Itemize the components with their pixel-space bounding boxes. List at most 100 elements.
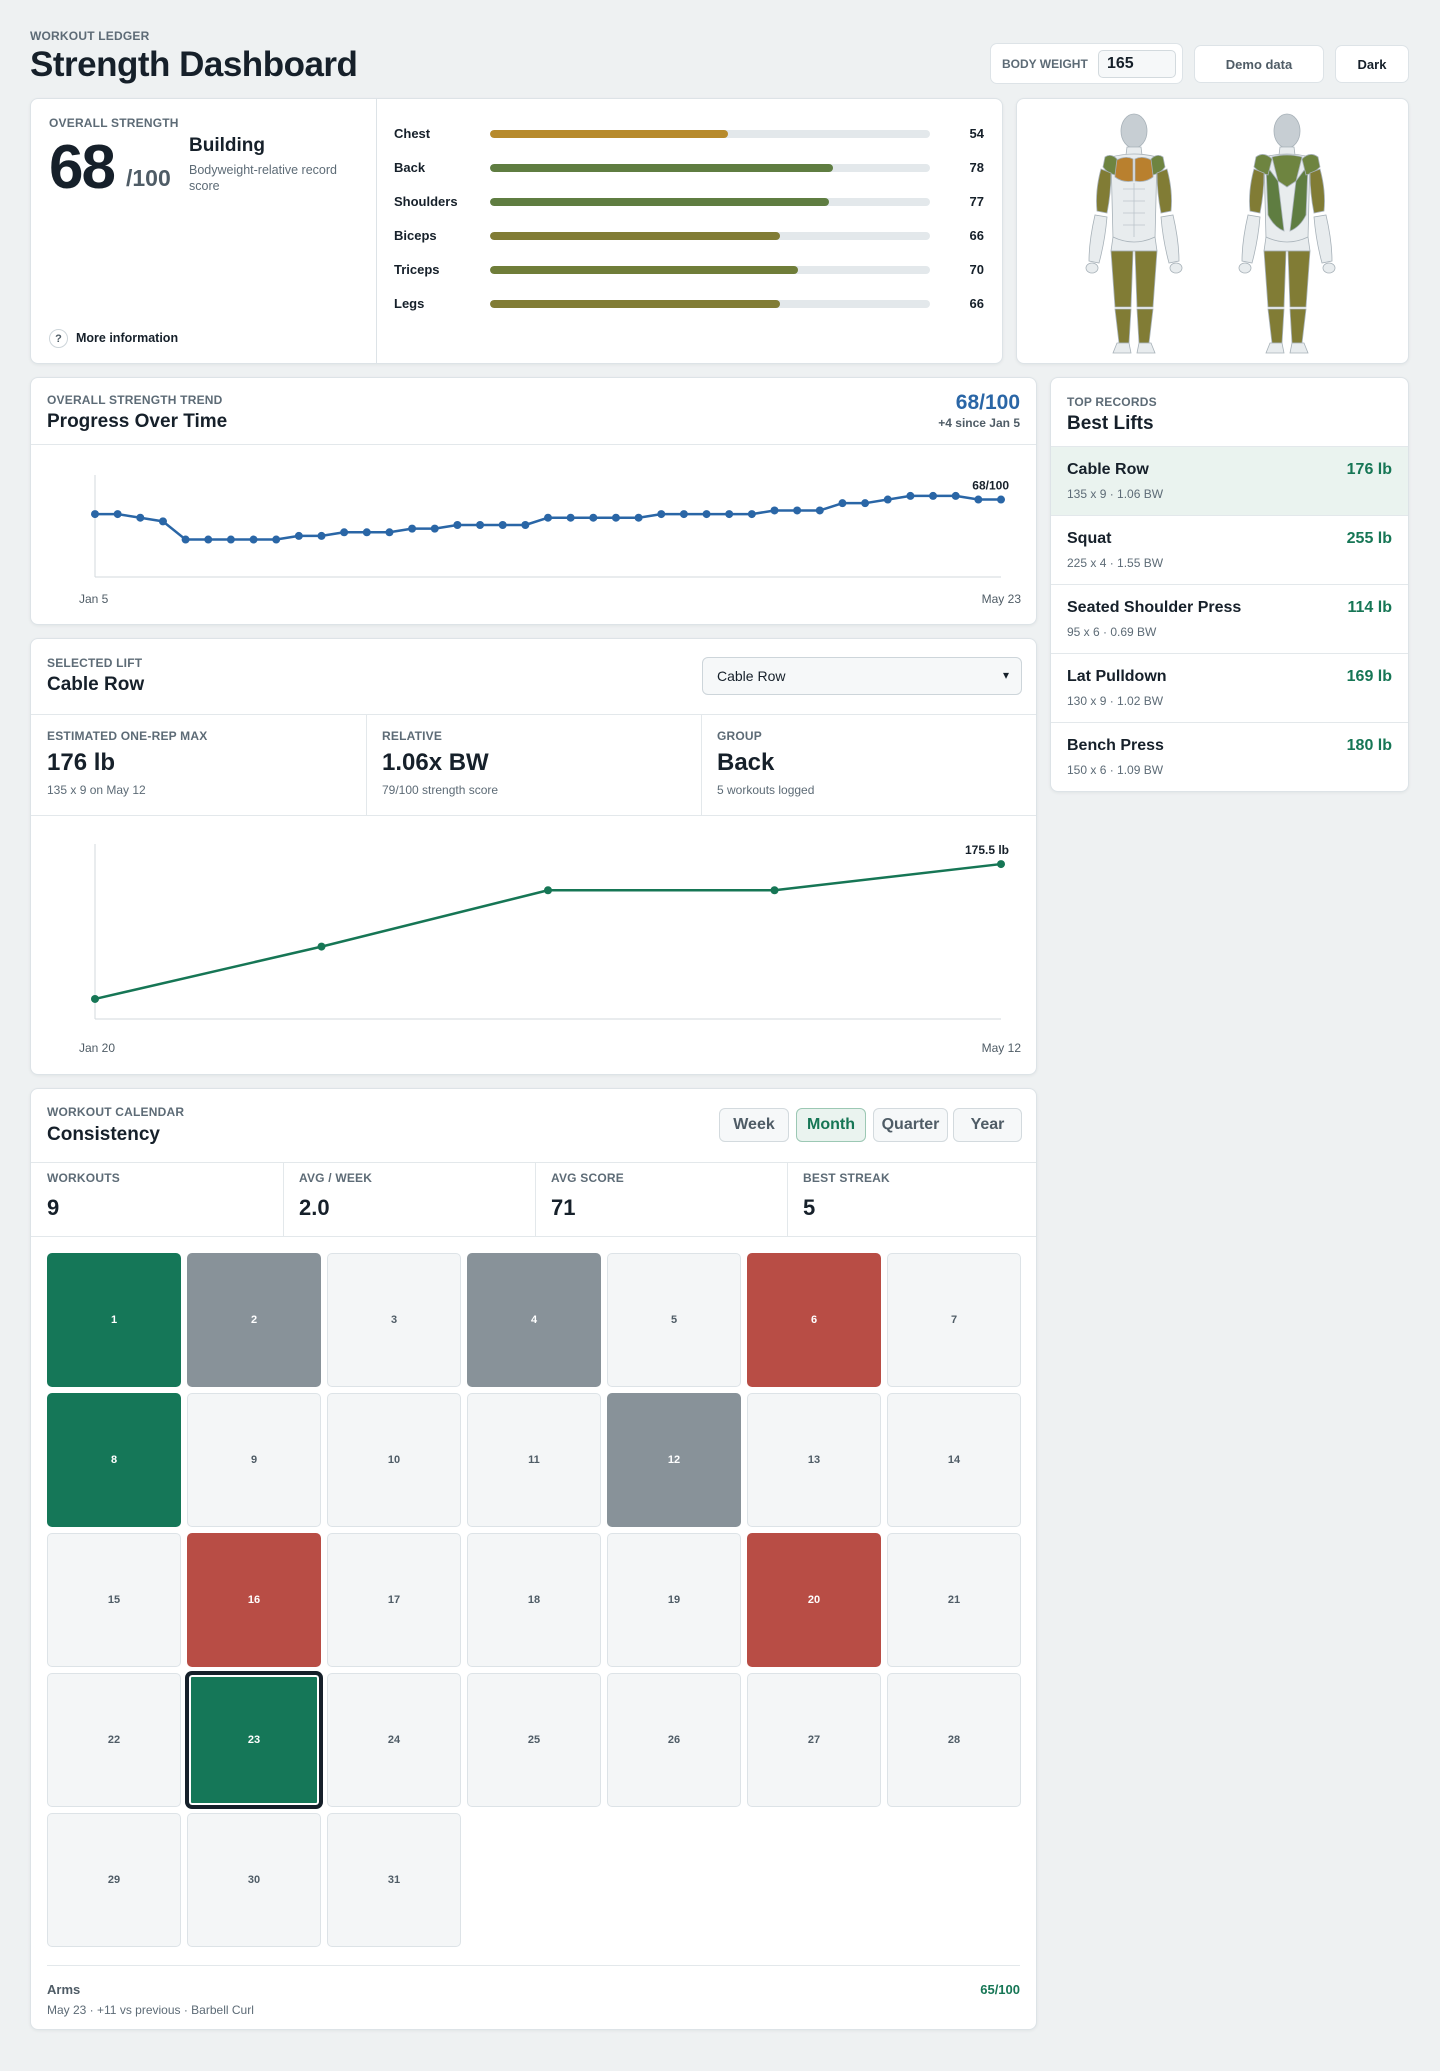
calendar-day[interactable]: 10 xyxy=(327,1393,461,1527)
calendar-day[interactable]: 27 xyxy=(747,1673,881,1807)
trend-point xyxy=(951,491,960,500)
record-row[interactable]: Bench Press 150 x 6 · 1.09 BW 180 lb xyxy=(1051,722,1408,791)
record-detail: 225 x 4 · 1.55 BW xyxy=(1067,556,1164,570)
left-upper-arm-shape xyxy=(1249,168,1265,214)
record-row[interactable]: Cable Row 135 x 9 · 1.06 BW 176 lb xyxy=(1051,446,1408,515)
calendar-day[interactable]: 17 xyxy=(327,1533,461,1667)
lift-point xyxy=(997,860,1005,869)
calendar-stat-value: 2.0 xyxy=(299,1195,330,1220)
muscle-row: Triceps 70 xyxy=(394,260,984,280)
right-upper-arm-shape xyxy=(1309,168,1325,214)
muscle-name: Chest xyxy=(394,126,431,141)
record-detail: 95 x 6 · 0.69 BW xyxy=(1067,625,1157,639)
calendar-day[interactable]: 13 xyxy=(747,1393,881,1527)
left-thigh-shape xyxy=(1110,250,1134,308)
calendar-day[interactable]: 8 xyxy=(47,1393,181,1527)
record-row[interactable]: Squat 225 x 4 · 1.55 BW 255 lb xyxy=(1051,515,1408,584)
tab-week[interactable]: Week xyxy=(719,1108,789,1142)
calendar-day[interactable]: 29 xyxy=(47,1813,181,1947)
calendar-day[interactable]: 4 xyxy=(467,1253,601,1387)
lift-stat-value: 176 lb xyxy=(47,749,116,776)
muscle-bar-fill xyxy=(490,232,781,240)
calendar-day[interactable]: 15 xyxy=(47,1533,181,1667)
muscle-bar-track xyxy=(490,130,930,138)
selected-day-detail: May 23 · +11 vs previous · Barbell Curl xyxy=(47,2003,254,2017)
lift-point xyxy=(91,994,99,1003)
right-forearm-shape xyxy=(1313,214,1333,264)
right-forearm-shape xyxy=(1160,214,1180,264)
calendar-day[interactable]: 21 xyxy=(887,1533,1021,1667)
calendar-day[interactable]: 28 xyxy=(887,1673,1021,1807)
calendar-day[interactable]: 30 xyxy=(187,1813,321,1947)
calendar-day[interactable]: 11 xyxy=(467,1393,601,1527)
divider xyxy=(31,1162,1036,1163)
top-records-card: TOP RECORDS Best Lifts Cable Row 135 x 9 … xyxy=(1050,377,1409,792)
divider xyxy=(283,1163,284,1236)
record-row[interactable]: Seated Shoulder Press 95 x 6 · 0.69 BW 114… xyxy=(1051,584,1408,653)
calendar-day[interactable]: 7 xyxy=(887,1253,1021,1387)
lift-line xyxy=(94,862,1002,1001)
right-chest-shape xyxy=(1134,157,1154,182)
calendar-day[interactable]: 3 xyxy=(327,1253,461,1387)
lift-select-value: Cable Row xyxy=(717,668,786,684)
muscle-row: Biceps 66 xyxy=(394,226,984,246)
calendar-day[interactable]: 14 xyxy=(887,1393,1021,1527)
body-weight-input[interactable]: 165 xyxy=(1098,50,1176,78)
muscle-row: Shoulders 77 xyxy=(394,192,984,212)
trend-title: Progress Over Time xyxy=(47,411,228,432)
lift-select[interactable]: Cable Row ▾ xyxy=(702,657,1022,695)
calendar-day[interactable]: 6 xyxy=(747,1253,881,1387)
demo-data-button[interactable]: Demo data xyxy=(1194,45,1324,83)
trend-point xyxy=(883,495,892,504)
calendar-day[interactable]: 9 xyxy=(187,1393,321,1527)
calendar-day[interactable]: 22 xyxy=(47,1673,181,1807)
dark-mode-button[interactable]: Dark xyxy=(1335,45,1409,83)
trend-point xyxy=(793,506,802,515)
trend-point xyxy=(679,510,688,519)
record-row[interactable]: Lat Pulldown 130 x 9 · 1.02 BW 169 lb xyxy=(1051,653,1408,722)
tab-quarter[interactable]: Quarter xyxy=(873,1108,948,1142)
right-rear-delt-shape xyxy=(1301,154,1321,176)
record-lift-name: Squat xyxy=(1067,530,1112,547)
divider xyxy=(535,1163,536,1236)
calendar-day[interactable]: 19 xyxy=(607,1533,741,1667)
trend-point xyxy=(974,495,983,504)
calendar-day[interactable]: 25 xyxy=(467,1673,601,1807)
calendar-day[interactable]: 20 xyxy=(747,1533,881,1667)
calendar-day[interactable]: 26 xyxy=(607,1673,741,1807)
right-hand-shape xyxy=(1169,262,1183,274)
trend-delta: +4 since Jan 5 xyxy=(938,416,1020,430)
overall-strength-eyebrow: OVERALL STRENGTH xyxy=(49,116,179,130)
tab-month[interactable]: Month xyxy=(796,1108,866,1142)
record-detail: 150 x 6 · 1.09 BW xyxy=(1067,763,1164,777)
trend-point xyxy=(747,510,756,519)
calendar-stat: AVG SCORE 71 xyxy=(551,1171,624,1221)
help-icon[interactable]: ? xyxy=(49,329,68,348)
record-detail: 130 x 9 · 1.02 BW xyxy=(1067,694,1164,708)
calendar-day[interactable]: 31 xyxy=(327,1813,461,1947)
divider xyxy=(31,714,1036,715)
calendar-day[interactable]: 24 xyxy=(327,1673,461,1807)
calendar-day[interactable]: 2 xyxy=(187,1253,321,1387)
calendar-day[interactable]: 23 xyxy=(187,1673,321,1807)
calendar-day[interactable]: 5 xyxy=(607,1253,741,1387)
left-hand-shape xyxy=(1238,262,1252,274)
trend-point xyxy=(861,499,870,508)
muscle-score: 66 xyxy=(969,296,984,311)
x-start-label: Jan 5 xyxy=(79,592,109,606)
more-information-link[interactable]: More information xyxy=(76,331,179,345)
trend-point xyxy=(521,521,530,529)
calendar-day[interactable]: 12 xyxy=(607,1393,741,1527)
calendar-day[interactable]: 18 xyxy=(467,1533,601,1667)
trend-point xyxy=(294,531,303,540)
calendar-day[interactable]: 16 xyxy=(187,1533,321,1667)
lift-point xyxy=(317,942,326,951)
calendar-day[interactable]: 1 xyxy=(47,1253,181,1387)
trend-point xyxy=(815,506,824,515)
calendar-stat: BEST STREAK 5 xyxy=(803,1171,890,1221)
record-weight: 176 lb xyxy=(1346,461,1392,478)
traps-shape xyxy=(1271,154,1303,188)
divider xyxy=(787,1163,788,1236)
record-lift-name: Seated Shoulder Press xyxy=(1067,599,1242,616)
tab-year[interactable]: Year xyxy=(953,1108,1022,1142)
